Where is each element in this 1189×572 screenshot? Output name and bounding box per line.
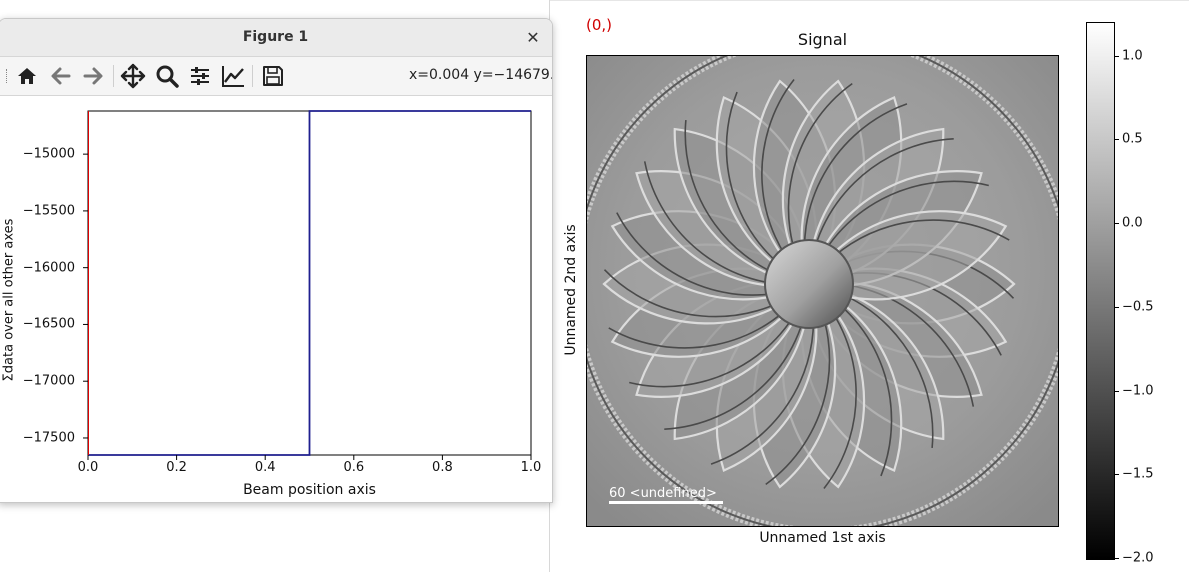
x-tick-label: 0.4 [254,460,276,475]
save-icon[interactable] [260,63,286,89]
rosette-image-icon [587,56,1058,526]
window-top-border [550,0,1189,1]
scalebar [609,501,723,504]
colorbar-tick-label: 0.0 [1122,215,1143,231]
toolbar-separator [113,65,114,87]
back-icon[interactable] [48,63,74,89]
rosette-petals [602,79,1016,489]
colorbar-tick [1114,306,1119,308]
y-tick-label: −17000 [22,373,75,389]
signal-title: Signal [797,30,848,49]
scalebar-label: 60 <undefined> [609,486,717,501]
cursor-coordinate-readout: x=0.004 y=−14679. [409,67,553,83]
colorbar-tick-label: −2.0 [1122,550,1154,566]
y-tick-label: −15500 [22,203,75,219]
line-plot[interactable] [0,96,552,502]
colorbar-tick-label: −0.5 [1122,299,1154,315]
colorbar-tick [1114,558,1119,559]
series-line [88,110,531,456]
x-tick-label: 0.2 [166,460,187,475]
y-tick-label: −16500 [22,316,75,332]
window-titlebar[interactable]: Figure 1 ✕ [0,19,552,57]
plot-y-axis-label: Σdata over all other axes [1,218,17,382]
colorbar-tick-label: −1.0 [1122,383,1154,398]
signal-x-axis-label: Unnamed 1st axis [759,530,886,546]
x-tick-label: 1.0 [520,460,542,475]
colorbar[interactable] [1086,22,1115,560]
rosette-petal [807,210,1008,301]
x-tick-label: 0.6 [343,460,365,475]
zoom-icon[interactable] [154,63,180,89]
y-tick-label: −15000 [22,146,75,162]
x-tick-label: 0.0 [77,460,99,475]
window-title: Figure 1 [242,29,309,45]
colorbar-tick-label: 1.0 [1122,48,1143,63]
colorbar-tick [1114,55,1119,57]
edit-axes-icon[interactable] [220,63,246,89]
toolbar-separator [252,65,253,87]
signal-y-axis-label: Unnamed 2nd axis [563,224,579,356]
close-icon[interactable]: ✕ [526,28,540,47]
plot-x-axis-label: Beam position axis [243,482,376,498]
navigation-index-label: (0,) [586,16,613,34]
y-tick-label: −17500 [22,430,75,446]
signal-figure-window: (0,) Signal [549,0,1189,572]
configure-subplots-icon[interactable] [187,63,213,89]
y-tick-label: −16000 [22,260,75,276]
pan-icon[interactable] [120,63,146,89]
colorbar-tick-label: −1.5 [1122,466,1154,482]
colorbar-tick [1114,474,1119,476]
signal-image-axes[interactable]: 60 <undefined> [586,55,1059,527]
x-tick-label: 0.8 [432,460,453,475]
home-icon[interactable] [14,63,40,89]
colorbar-tick [1114,390,1119,392]
colorbar-tick [1114,139,1119,141]
forward-icon[interactable] [80,63,106,89]
toolbar-grip[interactable] [6,69,9,83]
figure-1-window[interactable]: Figure 1 ✕ x=0.004 y=−14679. [0,18,553,503]
plot-canvas[interactable]: −15000 −15500 −16000 −16500 −17000 −17500 0.0… [0,96,552,502]
colorbar-tick-label: 0.5 [1122,131,1143,147]
navigation-toolbar: x=0.004 y=−14679. [0,57,552,96]
colorbar-tick [1114,223,1119,224]
